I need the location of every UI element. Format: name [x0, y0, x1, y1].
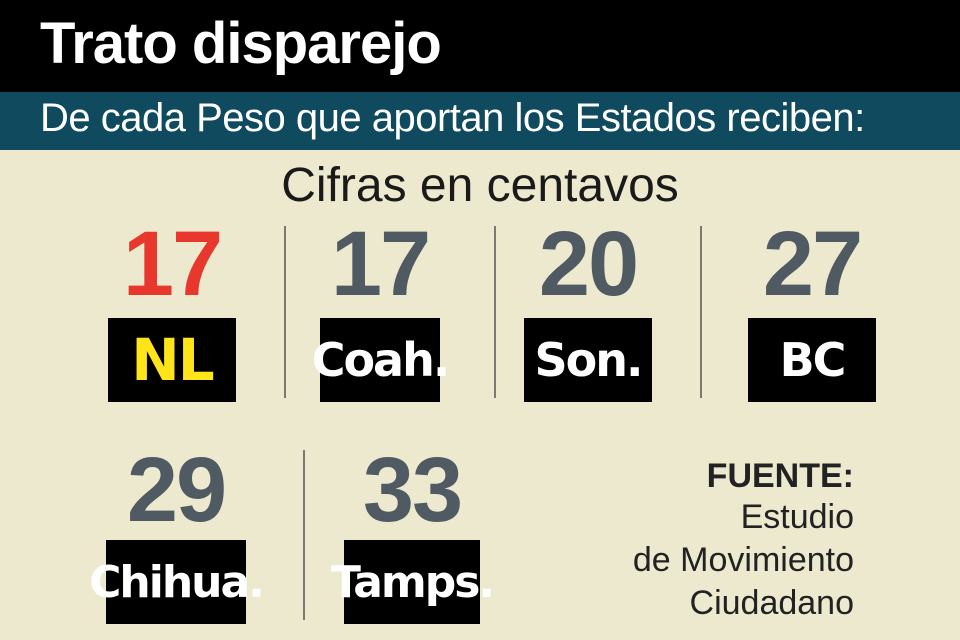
chart-subtitle: De cada Peso que aportan los Estados rec… — [40, 96, 865, 140]
column-divider — [284, 226, 286, 398]
value-1: 17 — [330, 213, 431, 315]
source-line: Estudio — [740, 498, 854, 536]
state-label-5: Tamps. — [331, 540, 495, 624]
value-5: 33 — [362, 439, 463, 541]
state-label-3: BC — [748, 318, 876, 402]
state-label-0: NL — [108, 318, 236, 402]
subtitle-bar: De cada Peso que aportan los Estados rec… — [0, 92, 960, 150]
source-line: Ciudadano — [689, 584, 854, 622]
state-label-2: Son. — [524, 318, 652, 402]
state-label-4: Chihua. — [89, 540, 265, 624]
column-divider — [700, 226, 702, 398]
source-line: de Movimiento — [632, 541, 854, 579]
value-4: 29 — [126, 439, 227, 541]
state-label-1: Coah. — [312, 318, 450, 402]
source-title: FUENTE: — [706, 457, 854, 495]
column-divider — [494, 226, 496, 398]
value-3: 27 — [762, 213, 863, 315]
source-note: FUENTE: Estudio de Movimiento Ciudadano — [633, 456, 854, 625]
value-2: 20 — [538, 213, 639, 315]
units-label: Cifras en centavos — [281, 159, 679, 212]
title-bar: Trato disparejo — [0, 0, 960, 92]
column-divider — [303, 450, 305, 620]
value-0: 17 — [122, 213, 223, 315]
chart-title: Trato disparejo — [40, 11, 442, 76]
